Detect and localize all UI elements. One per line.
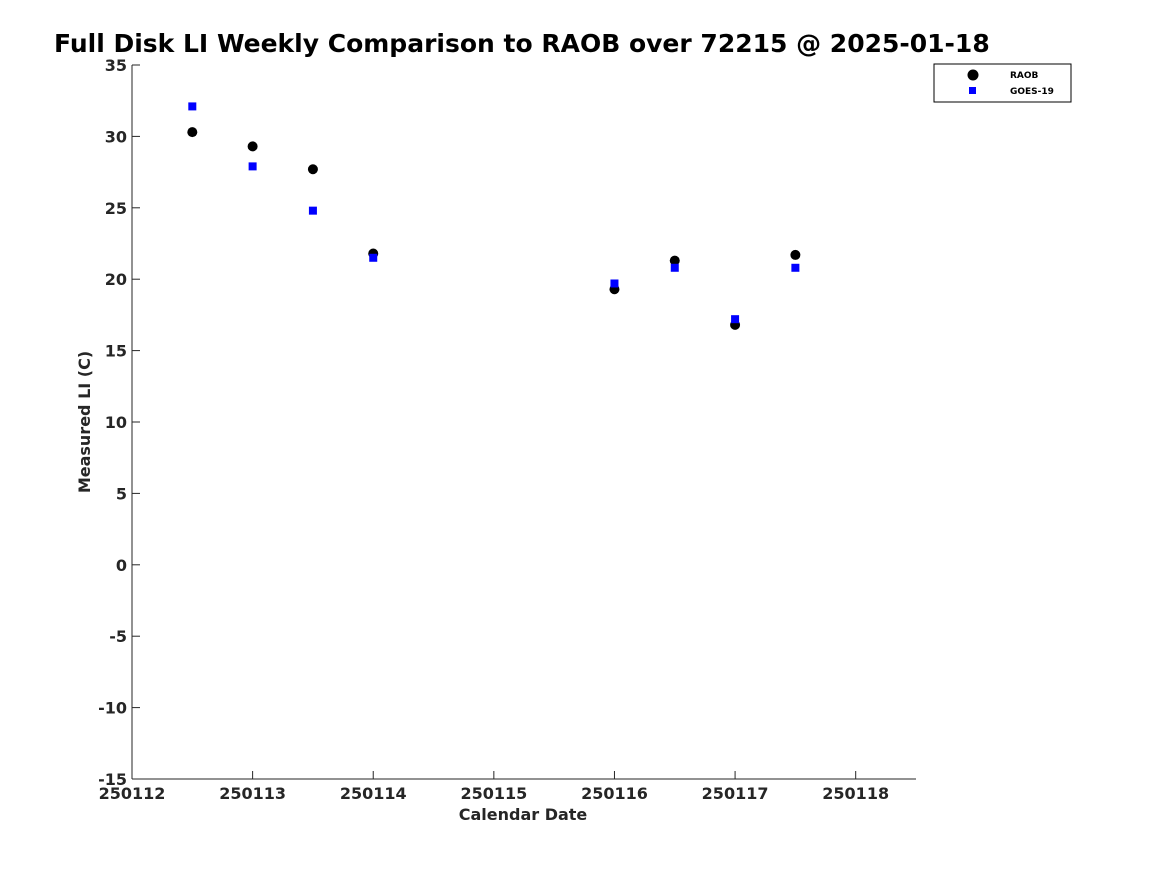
data-point-goes19: [188, 102, 197, 111]
data-point-goes19: [791, 263, 800, 272]
x-tick-label: 250115: [460, 784, 527, 803]
x-tick-label: 250117: [702, 784, 769, 803]
data-point-goes19: [308, 206, 317, 215]
x-tick-label: 250114: [340, 784, 407, 803]
legend-box: [933, 63, 1072, 103]
y-tick-label: 0: [116, 556, 127, 575]
data-point-goes19: [610, 279, 619, 288]
x-tick-label: 250112: [99, 784, 166, 803]
y-tick-label: 30: [105, 127, 127, 146]
legend-marker-raob: [967, 69, 979, 81]
x-tick-label: 250116: [581, 784, 648, 803]
y-tick-label: -15: [98, 770, 127, 789]
plot-area: [131, 65, 916, 780]
data-point-goes19: [670, 263, 679, 272]
legend-label-raob: RAOB: [1010, 71, 1039, 81]
y-tick-label: 25: [105, 199, 127, 218]
x-tick-label: 250113: [219, 784, 286, 803]
y-tick-label: 20: [105, 270, 127, 289]
x-axis-ticks: 250112 250113 250114 250115 250116 250117 2501…: [99, 771, 889, 803]
y-tick-label: 35: [105, 56, 127, 75]
y-tick-label: 15: [105, 342, 127, 361]
data-point-raob: [187, 127, 198, 138]
y-tick-label: -5: [109, 627, 127, 646]
data-point-raob: [669, 255, 680, 266]
data-point-raob: [307, 164, 318, 175]
chart-title: Full Disk LI Weekly Comparison to RAOB o…: [54, 29, 990, 58]
y-axis-ticks: -15 -10 -5 0 5 10 15 20 25 30 35: [98, 56, 140, 789]
y-axis-label: Measured LI (C): [75, 351, 94, 493]
legend: RAOB GOES-19: [933, 63, 1072, 103]
data-point-goes19: [369, 253, 378, 262]
y-tick-label: 5: [116, 484, 127, 503]
y-tick-label: 10: [105, 413, 127, 432]
y-tick-label: -10: [98, 699, 127, 718]
x-axis-label: Calendar Date: [459, 805, 588, 824]
data-point-raob: [247, 141, 258, 152]
data-point-raob: [790, 249, 801, 260]
x-tick-label: 250118: [822, 784, 889, 803]
data-point-goes19: [248, 162, 257, 171]
legend-label-goes19: GOES-19: [1010, 87, 1054, 97]
data-point-goes19: [731, 315, 740, 324]
data-points: [187, 102, 801, 330]
legend-marker-goes19: [969, 87, 976, 94]
